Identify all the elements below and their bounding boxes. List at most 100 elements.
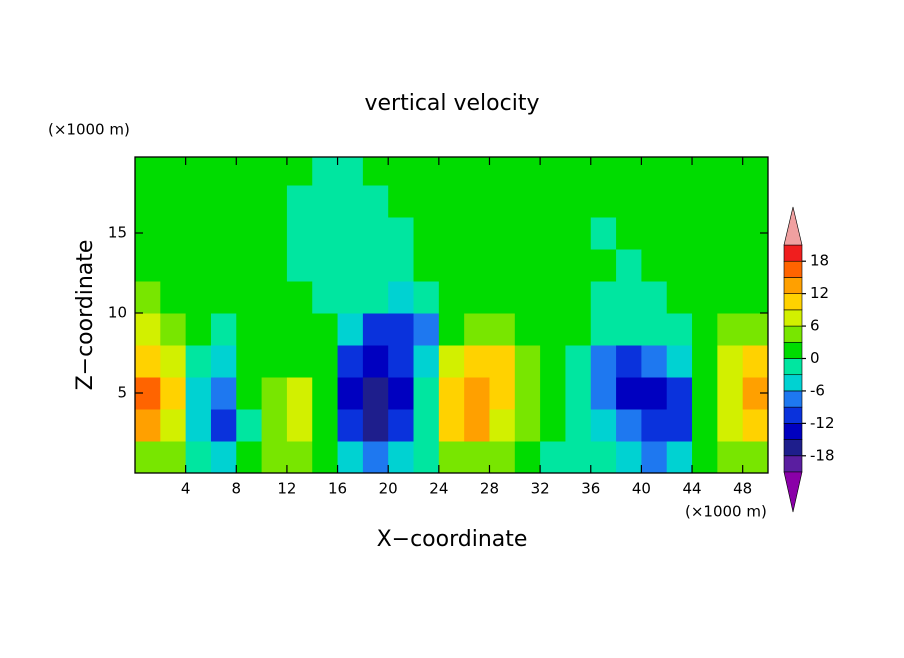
field-cell [438, 313, 465, 346]
field-cell [362, 157, 389, 186]
field-cell [464, 409, 490, 442]
field-cell [464, 345, 490, 378]
field-cell [185, 281, 212, 314]
field-cell [540, 249, 566, 282]
field-cell [135, 281, 161, 314]
field-cell [185, 217, 212, 250]
field-cell [590, 313, 617, 346]
field-cell [464, 441, 490, 473]
field-cell [286, 441, 313, 473]
field-cell [388, 217, 415, 250]
y-unit: (×1000 m) [48, 121, 130, 139]
field-cell [717, 157, 744, 186]
field-cell [236, 249, 263, 282]
field-cell [590, 441, 617, 473]
field-cell [362, 281, 389, 314]
field-cell [236, 313, 263, 346]
colorbar-box [783, 374, 803, 392]
field-cell [616, 249, 642, 282]
field-cell [160, 281, 187, 314]
field-cell [388, 185, 415, 218]
field-cell [616, 377, 642, 410]
field-cell [135, 409, 161, 442]
field-cell [616, 441, 642, 473]
colorbar-box [783, 260, 803, 278]
colorbar-tick-label: -12 [810, 414, 835, 432]
field-cell [540, 441, 566, 473]
field-cell [286, 313, 313, 346]
field-cell [666, 441, 693, 473]
field-cell [565, 185, 592, 218]
field-cell [489, 217, 516, 250]
x-tick-label: 28 [480, 480, 499, 498]
colorbar-under [783, 471, 803, 513]
y-tick-label: 5 [117, 384, 127, 402]
x-tick-label: 4 [181, 480, 191, 498]
field-cell [641, 313, 668, 346]
colorbar-box [783, 406, 803, 424]
field-cell [717, 249, 744, 282]
field-cell [362, 345, 389, 378]
field-cell [312, 345, 339, 378]
field-cell [261, 217, 288, 250]
field-cell [692, 185, 718, 218]
field-cell [742, 409, 768, 442]
x-tick-label: 20 [379, 480, 398, 498]
x-tick-label: 12 [277, 480, 296, 498]
field-cell [388, 377, 415, 410]
field-cell [438, 249, 465, 282]
field-cell [641, 377, 668, 410]
field-cell [413, 217, 440, 250]
field-cell [514, 217, 541, 250]
field-cell [210, 157, 237, 186]
field-cell [312, 377, 339, 410]
field-cell [717, 217, 744, 250]
field-cell [185, 409, 212, 442]
y-axis-label: Z−coordinate [73, 240, 98, 391]
field-cell [666, 409, 693, 442]
x-tick-label: 36 [581, 480, 600, 498]
field-cell [261, 157, 288, 186]
field-cell [590, 377, 617, 410]
field-cell [742, 157, 768, 186]
field-cell [464, 313, 490, 346]
field-cell [641, 281, 668, 314]
field-cell [590, 185, 617, 218]
field-cell [590, 281, 617, 314]
field-cell [616, 409, 642, 442]
field-cell [514, 441, 541, 473]
field-cell [388, 249, 415, 282]
field-cell [312, 249, 339, 282]
field-cell [438, 157, 465, 186]
x-axis-label: X−coordinate [377, 527, 528, 552]
field-cell [590, 345, 617, 378]
x-tick-label: 40 [632, 480, 651, 498]
field-cell [160, 185, 187, 218]
field-cell [413, 185, 440, 218]
x-tick-label: 16 [328, 480, 347, 498]
field-cell [438, 441, 465, 473]
field-cell [160, 345, 187, 378]
colorbar-box [783, 423, 803, 440]
field-cell [464, 185, 490, 218]
field-cell [641, 409, 668, 442]
field-cell [337, 185, 364, 218]
field-cell [388, 409, 415, 442]
field-cell [261, 377, 288, 410]
field-cell [337, 281, 364, 314]
colorbar-tick-label: -18 [810, 446, 835, 464]
field-cell [489, 409, 516, 442]
field-cell [160, 249, 187, 282]
field-cell [565, 409, 592, 442]
field-cell [616, 281, 642, 314]
field-cell [236, 409, 263, 442]
colorbar-box [783, 244, 803, 262]
colorbar-tick-label: 18 [810, 252, 829, 270]
field-cell [135, 249, 161, 282]
field-cell [261, 185, 288, 218]
field-cell [590, 409, 617, 442]
field-cell [565, 281, 592, 314]
field-cell [337, 345, 364, 378]
field-cell [160, 409, 187, 442]
